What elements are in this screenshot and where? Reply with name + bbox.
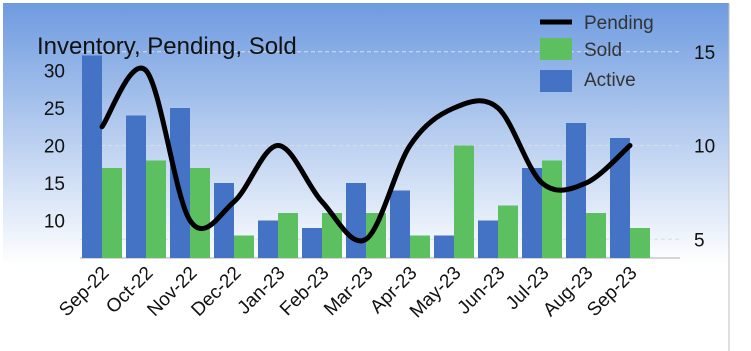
bar-sold-jul-23	[542, 160, 562, 258]
x-tick-sep-22: Sep-22	[55, 263, 113, 321]
bar-sold-oct-22	[146, 160, 166, 258]
bar-sold-aug-23	[586, 213, 606, 258]
bar-active-oct-22	[126, 115, 146, 258]
x-tick-mar-23: Mar-23	[320, 263, 377, 320]
bar-active-sep-23	[610, 138, 630, 258]
x-axis: Sep-22Oct-22Nov-22Dec-22Jan-23Feb-23Mar-…	[55, 263, 641, 323]
bar-sold-may-23	[454, 145, 474, 258]
series-line-pending	[99, 65, 633, 244]
bar-active-sep-22	[82, 55, 102, 258]
y-left-tick-30: 30	[44, 62, 65, 83]
legend-marker-active	[540, 70, 572, 92]
bar-active-feb-23	[302, 228, 322, 258]
bar-active-apr-23	[390, 190, 410, 258]
bar-active-mar-23	[346, 183, 366, 258]
y-axis-right: 5 10 15	[694, 43, 715, 252]
y-right-tick-10: 10	[694, 137, 715, 158]
y-right-tick-5: 5	[694, 230, 705, 251]
chart-title: Inventory, Pending, Sold	[37, 33, 297, 60]
x-tick-jun-23: Jun-23	[454, 263, 510, 319]
x-tick-dec-22: Dec-22	[187, 263, 245, 321]
bar-active-may-23	[434, 235, 454, 258]
bar-active-aug-23	[566, 123, 586, 258]
bar-sold-jan-23	[278, 213, 298, 258]
bar-active-jul-23	[522, 168, 542, 258]
bar-sold-jun-23	[498, 205, 518, 258]
y-left-tick-20: 20	[44, 137, 65, 158]
legend-marker-sold	[540, 38, 572, 60]
bar-active-dec-22	[214, 183, 234, 258]
bar-sold-dec-22	[234, 235, 254, 258]
y-left-tick-15: 15	[44, 174, 65, 195]
y-left-tick-25: 25	[44, 99, 65, 120]
bar-sold-mar-23	[366, 213, 386, 258]
bar-active-jan-23	[258, 220, 278, 258]
y-right-tick-15: 15	[694, 43, 715, 64]
legend-label-active: Active	[584, 70, 636, 91]
bar-sold-sep-22	[102, 168, 122, 258]
bar-active-nov-22	[170, 108, 190, 258]
bar-active-jun-23	[478, 220, 498, 258]
bars	[82, 55, 650, 258]
y-axis-left: 10 15 20 25 30	[44, 62, 65, 233]
legend-label-sold: Sold	[584, 40, 622, 61]
bar-sold-apr-23	[410, 235, 430, 258]
legend: Pending Sold Active	[540, 13, 654, 92]
bar-sold-nov-22	[190, 168, 210, 258]
y-left-tick-10: 10	[44, 212, 65, 233]
x-tick-sep-23: Sep-23	[583, 263, 641, 321]
legend-label-pending: Pending	[584, 13, 654, 34]
bar-sold-sep-23	[630, 228, 650, 258]
x-tick-feb-23: Feb-23	[276, 263, 333, 320]
